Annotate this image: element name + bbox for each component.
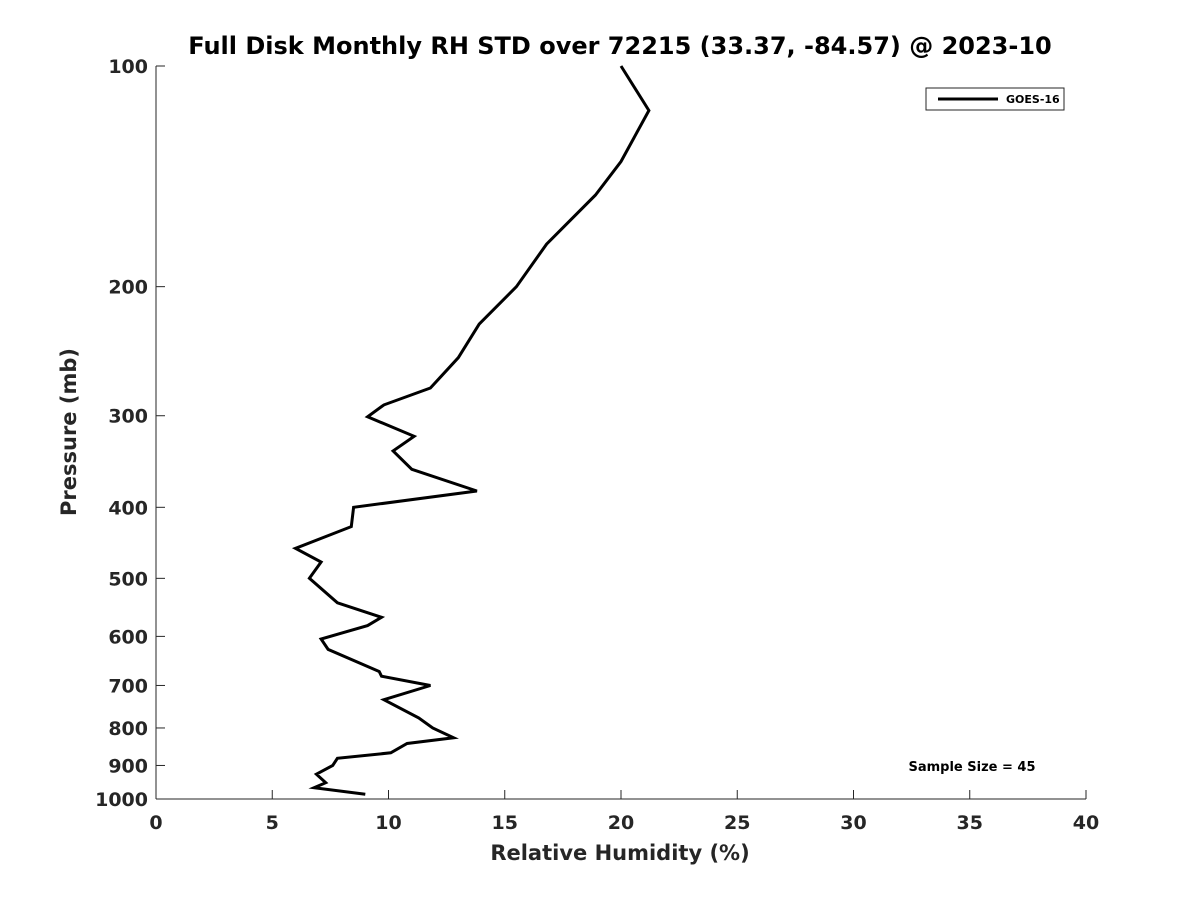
- sample-size-annotation: Sample Size = 45: [908, 760, 1035, 775]
- y-tick-label: 900: [108, 755, 148, 777]
- y-tick-label: 700: [108, 675, 148, 697]
- x-tick-label: 40: [1073, 812, 1099, 834]
- y-tick-label: 1000: [95, 789, 148, 811]
- ticks-layer: 0 5 10 15 20 25 30 35 40 100 200 300 400 500 600 700 800…: [95, 56, 1099, 834]
- y-tick-label: 400: [108, 497, 148, 519]
- x-tick-label: 25: [724, 812, 750, 834]
- y-tick-label: 600: [108, 626, 148, 648]
- y-tick-label: 500: [108, 568, 148, 590]
- x-tick-label: 10: [375, 812, 401, 834]
- x-tick-label: 35: [957, 812, 983, 834]
- x-tick-label: 5: [266, 812, 279, 834]
- legend-label-goes-16: GOES-16: [1006, 93, 1060, 106]
- x-axis-label: Relative Humidity (%): [490, 841, 749, 865]
- x-tick-label: 30: [840, 812, 866, 834]
- y-tick-label: 800: [108, 718, 148, 740]
- x-tick-label: 15: [492, 812, 518, 834]
- y-axis-label: Pressure (mb): [57, 348, 81, 516]
- y-tick-label: 200: [108, 277, 148, 299]
- x-tick-label: 0: [149, 812, 162, 834]
- x-tick-label: 20: [608, 812, 634, 834]
- series-line-goes-16: [291, 65, 651, 796]
- y-tick-label: 100: [108, 56, 148, 78]
- axes-layer: [155, 66, 1086, 800]
- legend: GOES-16: [925, 87, 1065, 111]
- series-layer: [291, 65, 651, 796]
- chart-title: Full Disk Monthly RH STD over 72215 (33.…: [188, 32, 1051, 60]
- y-tick-label: 300: [108, 406, 148, 428]
